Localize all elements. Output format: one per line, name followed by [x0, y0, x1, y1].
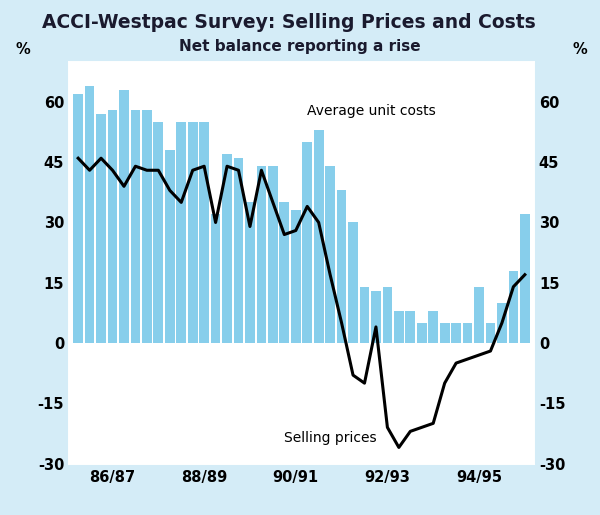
Bar [520, 214, 530, 343]
Bar [371, 291, 381, 343]
Bar [463, 323, 472, 343]
Bar [176, 122, 186, 343]
Text: Average unit costs: Average unit costs [307, 104, 436, 118]
Bar [222, 154, 232, 343]
Bar [73, 94, 83, 343]
Bar [383, 287, 392, 343]
Bar [142, 110, 152, 343]
Text: Selling prices: Selling prices [284, 432, 377, 445]
Bar [474, 287, 484, 343]
Bar [257, 166, 266, 343]
Bar [107, 110, 118, 343]
Text: %: % [16, 42, 30, 57]
Bar [440, 323, 449, 343]
Bar [451, 323, 461, 343]
Bar [85, 86, 94, 343]
Bar [394, 311, 404, 343]
Bar [485, 323, 496, 343]
Bar [428, 311, 438, 343]
Bar [96, 114, 106, 343]
Text: ACCI-Westpac Survey: Selling Prices and Costs: ACCI-Westpac Survey: Selling Prices and … [42, 13, 536, 32]
Bar [417, 323, 427, 343]
Bar [291, 211, 301, 343]
Bar [199, 122, 209, 343]
Bar [119, 90, 129, 343]
Bar [188, 122, 197, 343]
Text: %: % [573, 42, 587, 57]
Bar [337, 191, 346, 343]
Bar [497, 303, 507, 343]
Text: Net balance reporting a rise: Net balance reporting a rise [179, 39, 421, 54]
Bar [233, 158, 244, 343]
Bar [154, 122, 163, 343]
Bar [314, 130, 323, 343]
Bar [131, 110, 140, 343]
Bar [268, 166, 278, 343]
Bar [280, 202, 289, 343]
Bar [348, 222, 358, 343]
Bar [406, 311, 415, 343]
Bar [302, 142, 312, 343]
Bar [359, 287, 370, 343]
Bar [325, 166, 335, 343]
Bar [245, 202, 255, 343]
Bar [211, 214, 220, 343]
Bar [165, 150, 175, 343]
Bar [509, 271, 518, 343]
